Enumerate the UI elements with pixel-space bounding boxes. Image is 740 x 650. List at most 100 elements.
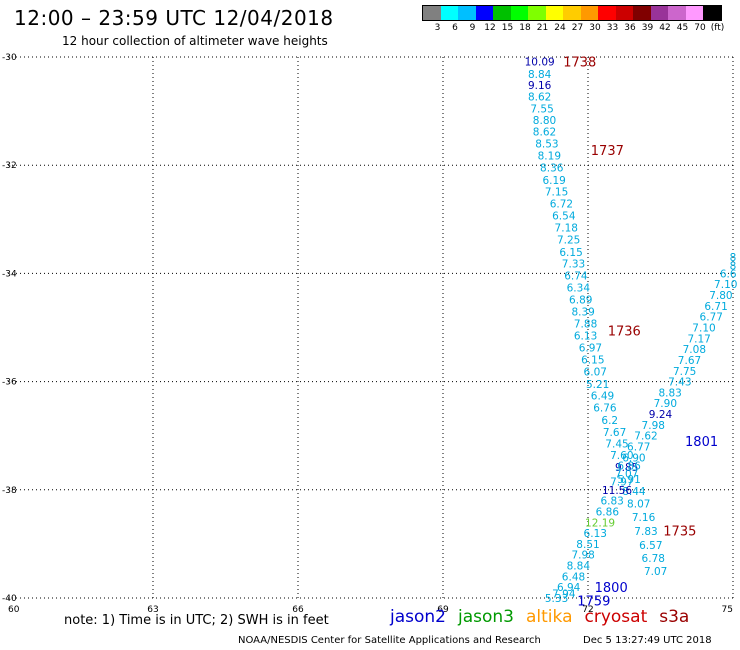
swh-point-label: 7.75 bbox=[673, 366, 696, 378]
swh-point-label: 8.84 bbox=[528, 69, 552, 81]
color-scale-swatch bbox=[668, 6, 686, 20]
swh-point-label: 8.44 bbox=[622, 486, 646, 498]
color-scale-swatches bbox=[422, 5, 722, 21]
swh-point-label: 10.09 bbox=[525, 56, 555, 68]
chart-title: 12:00 – 23:59 UTC 12/04/2018 bbox=[14, 6, 334, 30]
swh-point-label: 8.07 bbox=[627, 498, 650, 510]
swh-point-label: 5.21 bbox=[586, 379, 609, 391]
swh-point-label: 7.98 bbox=[642, 420, 665, 432]
swh-point-label: 6.90 bbox=[622, 452, 645, 464]
x-tick-label: 66 bbox=[292, 605, 304, 615]
swh-point-label: 7.17 bbox=[687, 333, 710, 345]
swh-point-label: 7.10 bbox=[714, 279, 737, 291]
color-scale-label: 18 bbox=[519, 23, 531, 33]
color-scale: 3 6 9 12 15 18 21 24 27 30 33 36 39 42 45 70 (ft) bbox=[422, 5, 725, 35]
x-tick-label: 63 bbox=[147, 605, 158, 615]
color-scale-labels: 3 6 9 12 15 18 21 24 27 30 33 36 39 42 45 70 (ft) bbox=[422, 23, 725, 35]
y-tick-label: -32 bbox=[2, 161, 17, 171]
swh-point-label: 6.83 bbox=[600, 496, 623, 508]
swh-point-label: 6.2 bbox=[601, 415, 618, 427]
swh-point-label: 6.77 bbox=[700, 312, 723, 324]
swh-point-label: 6.49 bbox=[591, 391, 614, 403]
swh-point-label: 6.15 bbox=[581, 354, 604, 366]
color-scale-swatch bbox=[580, 6, 598, 20]
color-scale-swatch bbox=[528, 6, 546, 20]
swh-point-label: 9.24 bbox=[649, 409, 673, 421]
swh-point-label: 8.62 bbox=[528, 91, 551, 103]
time-label: 1738 bbox=[563, 55, 596, 70]
swh-point-label: 8.19 bbox=[538, 150, 561, 162]
color-scale-label: 39 bbox=[641, 23, 654, 33]
x-tick-label: 69 bbox=[437, 605, 449, 615]
x-tick-label: 72 bbox=[582, 605, 593, 615]
legend-entry: cryosat bbox=[584, 607, 648, 627]
timestamp-text: Dec 5 13:27:49 UTC 2018 bbox=[583, 635, 712, 646]
color-scale-label: 36 bbox=[624, 23, 636, 33]
swh-point-label: 6.94 bbox=[557, 582, 581, 594]
color-scale-swatch bbox=[493, 6, 511, 20]
swh-point-label: 8 bbox=[730, 260, 737, 272]
swh-point-label: 7.60 bbox=[610, 450, 633, 462]
swh-point-label: 9.85 bbox=[615, 462, 638, 474]
swh-point-label: 7.55 bbox=[530, 103, 553, 115]
swh-point-label: 7.67 bbox=[603, 427, 626, 439]
color-scale-label: 3 bbox=[434, 23, 441, 33]
color-scale-swatch bbox=[685, 6, 703, 20]
color-scale-swatch bbox=[633, 6, 651, 20]
swh-point-label: 6.13 bbox=[584, 528, 607, 540]
swh-point-label: 6.77 bbox=[627, 442, 650, 454]
color-scale-swatch bbox=[563, 6, 581, 20]
swh-point-label: 7.83 bbox=[634, 526, 657, 538]
color-scale-swatch bbox=[545, 6, 563, 20]
y-tick-label: -38 bbox=[2, 486, 17, 496]
swh-point-label: 8.53 bbox=[535, 139, 558, 151]
legend-entry: jason3 bbox=[458, 607, 514, 627]
swh-point-label: 7.88 bbox=[574, 319, 597, 331]
swh-point-label: 6.86 bbox=[596, 506, 620, 518]
swh-point-label: 11.56 bbox=[602, 485, 632, 497]
time-label: 1801 bbox=[685, 435, 718, 450]
swh-point-label: 6.57 bbox=[639, 540, 662, 552]
swh-point-label: 6.48 bbox=[562, 571, 585, 583]
chart-subtitle: 12 hour collection of altimeter wave hei… bbox=[62, 34, 328, 48]
swh-point-label: 6.07 bbox=[584, 366, 607, 378]
color-scale-swatch bbox=[703, 6, 721, 20]
y-tick-label: -40 bbox=[2, 594, 17, 604]
swh-point-label: 8.80 bbox=[533, 115, 556, 127]
satellite-legend: jason2 jason3 altika cryosat s3a bbox=[390, 607, 701, 627]
swh-point-label: 7.45 bbox=[605, 438, 628, 450]
color-scale-label: 24 bbox=[554, 23, 566, 33]
y-tick-label: -36 bbox=[2, 378, 17, 388]
swh-point-label: 12.19 bbox=[585, 517, 615, 529]
swh-point-label: 6.34 bbox=[567, 282, 591, 294]
swh-point-label: 9.16 bbox=[528, 80, 552, 92]
color-scale-swatch bbox=[475, 6, 493, 20]
swh-point-label: 7.08 bbox=[683, 344, 706, 356]
legend-entry: jason2 bbox=[390, 607, 446, 627]
swh-point-label: 7.43 bbox=[668, 377, 691, 389]
swh-point-label: 7.90 bbox=[654, 398, 677, 410]
swh-point-label: 8.36 bbox=[540, 162, 564, 174]
swh-point-label: 7.33 bbox=[562, 259, 585, 271]
legend-entry: altika bbox=[526, 607, 573, 627]
swh-point-label: 6.15 bbox=[559, 247, 582, 259]
color-scale-label: 30 bbox=[589, 23, 601, 33]
swh-point-label: 6.13 bbox=[574, 331, 597, 343]
swh-point-label: 5.91 bbox=[617, 474, 640, 486]
y-tick-label: -30 bbox=[2, 53, 17, 63]
color-scale-label: 33 bbox=[606, 23, 619, 33]
color-scale-label: 12 bbox=[484, 23, 496, 33]
color-scale-swatch bbox=[423, 6, 441, 20]
time-label: 1800 bbox=[595, 581, 628, 596]
swh-point-label: 6.76 bbox=[593, 403, 617, 415]
color-scale-swatch bbox=[650, 6, 668, 20]
swh-point-label: 7.80 bbox=[709, 290, 732, 302]
swh-point-label: 7.16 bbox=[632, 512, 656, 524]
swh-point-label: 6.6 bbox=[720, 268, 737, 280]
swh-point-label: 8.51 bbox=[576, 539, 599, 551]
swh-point-label: 7.07 bbox=[644, 566, 667, 578]
swh-point-label: 7.10 bbox=[692, 323, 715, 335]
color-scale-label: (ft) bbox=[710, 23, 725, 33]
swh-point-label: 8 bbox=[730, 252, 737, 264]
